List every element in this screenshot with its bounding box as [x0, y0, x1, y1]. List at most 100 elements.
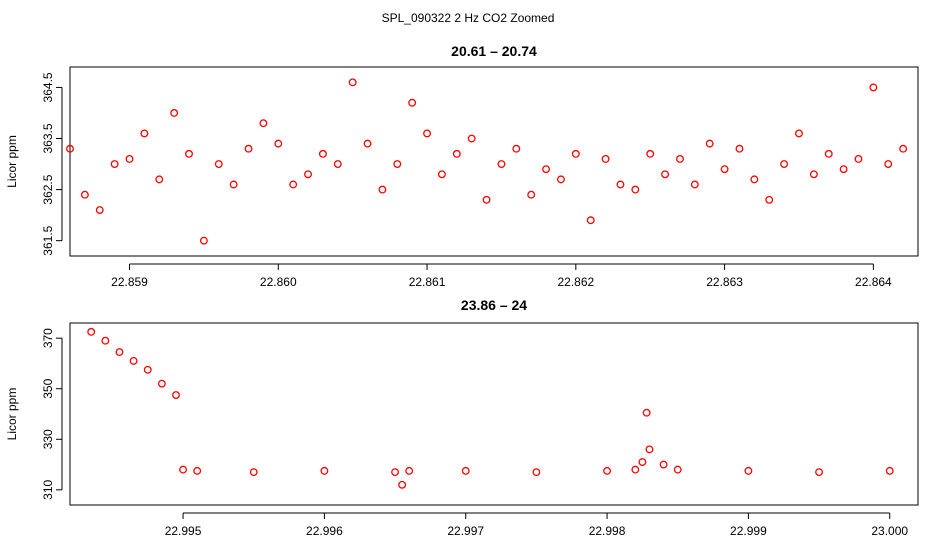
data-point [452, 149, 461, 158]
data-point [705, 139, 714, 148]
data-point [143, 365, 152, 374]
data-point [661, 170, 670, 179]
data-point [631, 185, 640, 194]
x-tick-label: 23.000 [871, 524, 908, 538]
plot-frame [69, 66, 919, 257]
data-point [869, 83, 878, 92]
data-point [249, 468, 258, 477]
x-tick-label: 22.860 [260, 275, 297, 289]
y-tick-label: 363.5 [41, 123, 55, 153]
data-point [673, 465, 682, 474]
data-point [601, 154, 610, 163]
data-point [140, 129, 149, 138]
data-point [854, 154, 863, 163]
y-tick-label: 361.5 [41, 225, 55, 255]
data-point [157, 379, 166, 388]
data-point [115, 348, 124, 357]
data-point [527, 190, 536, 199]
data-point [259, 119, 268, 128]
data-point [437, 170, 446, 179]
data-point [461, 466, 470, 475]
data-point [193, 466, 202, 475]
data-point [214, 160, 223, 169]
data-point [155, 175, 164, 184]
data-point [638, 458, 647, 466]
data-point [586, 216, 595, 225]
data-point [765, 195, 774, 204]
data-point [815, 468, 824, 477]
data-point [274, 139, 283, 148]
data-point [179, 465, 188, 474]
data-point [824, 149, 833, 158]
data-point [631, 465, 640, 474]
x-tick-label: 22.998 [589, 524, 626, 538]
y-tick-label: 350 [41, 378, 55, 398]
data-point [616, 180, 625, 189]
data-point [839, 165, 848, 174]
data-point [571, 149, 580, 158]
data-point [110, 160, 119, 169]
top-panel: 20.61 – 20.74 22.859 22.860 22.861 22.862 22.… [5, 43, 919, 289]
data-point [809, 170, 818, 179]
data-point [795, 129, 803, 138]
data-point [398, 480, 407, 489]
x-tick-label: 22.861 [409, 275, 446, 289]
data-point [646, 149, 655, 158]
data-point [780, 160, 789, 169]
data-point [482, 195, 491, 204]
data-point [172, 391, 180, 399]
data-point [101, 336, 110, 345]
data-point [95, 206, 104, 214]
data-point [363, 139, 372, 148]
x-tick-label: 22.996 [306, 524, 343, 538]
figure-title: SPL_090322 2 Hz CO2 Zoomed [382, 11, 555, 25]
x-tick-label: 22.997 [447, 524, 484, 538]
data-point [185, 149, 193, 158]
data-point [899, 144, 908, 153]
data-point [512, 144, 521, 153]
data-point [244, 144, 253, 153]
data-point [405, 466, 414, 475]
y-axis-label: Licor ppm [5, 135, 19, 188]
data-point [393, 160, 402, 169]
plot-frame [69, 322, 919, 506]
data-point [289, 180, 298, 189]
data-point [391, 468, 400, 477]
data-point [645, 445, 654, 454]
data-point [885, 466, 894, 475]
x-tick-label: 22.864 [855, 275, 892, 289]
data-point [884, 160, 893, 169]
data-point [320, 466, 329, 475]
data-point [229, 180, 238, 189]
data-point [497, 160, 506, 169]
x-tick-label: 22.995 [165, 524, 202, 538]
data-point [304, 170, 312, 179]
data-point [333, 160, 342, 169]
y-tick-label: 310 [41, 480, 55, 500]
data-point [676, 154, 684, 163]
data-point [87, 327, 96, 336]
data-point [199, 236, 208, 245]
data-point [603, 466, 612, 475]
y-tick-label: 370 [41, 328, 55, 348]
data-point [659, 460, 668, 469]
data-point [542, 165, 551, 174]
y-tick-label: 362.5 [41, 174, 55, 204]
data-point [378, 185, 387, 194]
data-point [318, 149, 327, 158]
data-point [467, 134, 476, 143]
data-point [532, 468, 541, 477]
data-point [80, 190, 89, 199]
data-point [744, 466, 753, 475]
data-point [129, 356, 138, 365]
data-point [720, 165, 729, 174]
data-point [125, 154, 134, 163]
data-point [750, 175, 759, 184]
data-point [642, 408, 651, 417]
data-point [690, 180, 699, 189]
x-tick-label: 22.859 [111, 275, 148, 289]
y-axis-label: Licor ppm [5, 388, 19, 441]
data-point [348, 78, 357, 87]
